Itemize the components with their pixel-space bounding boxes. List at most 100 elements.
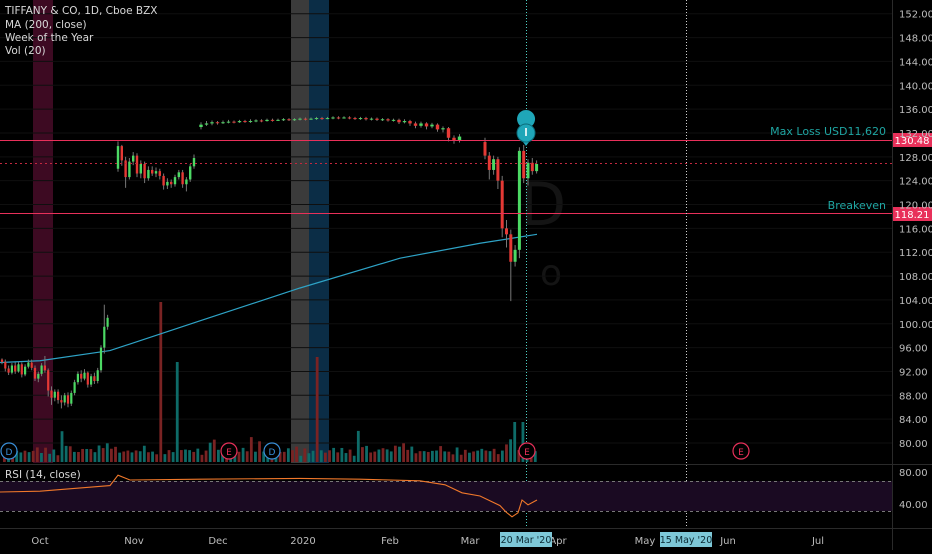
- earnings-marker[interactable]: [732, 442, 750, 460]
- ma-200-line: [0, 233, 538, 364]
- volume-bar: [385, 449, 389, 462]
- date-badge-start-text: 20 Mar '20: [501, 535, 552, 546]
- volume-bar: [110, 448, 113, 462]
- price-axis[interactable]: 80.00 84.00 88.00 92.00 96.00 100.00 104.00 108…: [899, 10, 932, 450]
- candle-body: [281, 119, 286, 121]
- candle-body: [124, 160, 127, 178]
- candle-body: [24, 366, 27, 375]
- date-badge-start: [500, 532, 552, 547]
- volume-bar: [179, 450, 183, 462]
- candle-body: [336, 117, 341, 119]
- candle-body: [177, 172, 180, 178]
- volume-bar: [509, 439, 512, 462]
- candle-body: [103, 326, 106, 348]
- volume-bar: [533, 451, 537, 462]
- volume-bar: [249, 437, 253, 462]
- candle-body: [96, 370, 99, 381]
- candle-body: [43, 365, 46, 371]
- candle-body: [199, 124, 203, 128]
- volume-bar: [31, 450, 35, 462]
- candle-body: [143, 163, 146, 179]
- candle-body: [347, 117, 352, 119]
- max-loss-label: Max Loss USD11,620: [770, 125, 886, 138]
- candle-body: [221, 122, 225, 124]
- price-tick-label: 120.00: [899, 201, 932, 212]
- volume-bar: [517, 450, 521, 462]
- candle-body: [185, 179, 188, 185]
- event-letter: D: [6, 448, 13, 458]
- rsi-tick-label: 40.00: [899, 500, 928, 511]
- volume-bar: [35, 447, 39, 462]
- volume-bar: [85, 448, 89, 462]
- volume-bar: [147, 452, 150, 462]
- candle-body: [189, 166, 192, 180]
- candle-body: [259, 120, 264, 122]
- volume-bar: [344, 453, 348, 462]
- rsi-axis[interactable]: 40.00 80.00: [899, 468, 928, 511]
- earnings-marker[interactable]: [518, 442, 536, 460]
- volume-bar: [393, 445, 397, 462]
- volume-bar: [488, 451, 492, 462]
- volume-bar: [418, 451, 422, 462]
- volume-bar: [451, 454, 455, 462]
- candle-body: [83, 372, 86, 379]
- week-band-blue: [309, 0, 329, 463]
- volume-bar: [217, 449, 220, 462]
- ma-line: [0, 233, 538, 364]
- volume-bar: [426, 451, 430, 462]
- event-letter: D: [269, 448, 276, 458]
- alert-pin-icon[interactable]: [516, 110, 536, 146]
- candle-body: [298, 118, 302, 120]
- volume-bar: [212, 439, 216, 462]
- volume-bar: [307, 453, 311, 462]
- watermark-o: o: [540, 253, 562, 294]
- candle-body: [325, 118, 330, 120]
- dividend-marker[interactable]: [263, 442, 281, 460]
- candle-body: [76, 373, 79, 383]
- earnings-marker[interactable]: [220, 442, 238, 460]
- volume-bar: [97, 445, 101, 462]
- candle-body: [270, 119, 275, 121]
- candles[interactable]: [0, 116, 539, 409]
- price-tick-label: 96.00: [899, 344, 928, 355]
- volume-bar: [200, 454, 204, 462]
- volume-bar: [175, 362, 179, 462]
- volume-bar: [138, 451, 142, 462]
- candle-body: [408, 121, 412, 124]
- volume-bar: [155, 454, 159, 462]
- volume-bar: [15, 450, 19, 462]
- volume-bar: [361, 447, 364, 462]
- candle-body: [162, 175, 165, 186]
- volume-bar: [258, 441, 261, 462]
- date-badge-end-text: 15 May '20: [660, 535, 712, 546]
- volume-bar: [356, 430, 360, 462]
- dividend-marker[interactable]: [0, 442, 18, 460]
- week-band-maroon: [33, 0, 53, 463]
- candle-body: [509, 234, 513, 262]
- time-axis[interactable]: Oct Nov Dec 2020 Feb Mar Apr May Jun Jul: [31, 536, 824, 547]
- volume-bar: [171, 452, 175, 462]
- candle-body: [402, 121, 407, 123]
- volume-bar: [134, 450, 138, 462]
- week-band-gray: [291, 0, 309, 463]
- volume-bar: [27, 452, 31, 462]
- candle-body: [170, 181, 173, 185]
- rsi-band: [0, 481, 892, 511]
- volume-bar: [414, 453, 418, 462]
- candle-body: [320, 118, 324, 120]
- volume-bar: [299, 455, 303, 462]
- price-tick-label: 148.00: [899, 34, 932, 45]
- candle-body: [496, 159, 500, 181]
- time-tick-label: Mar: [461, 536, 481, 547]
- volume-bar: [480, 448, 484, 462]
- candle-body: [430, 124, 434, 127]
- volume-bar: [68, 446, 72, 462]
- volume-bar: [348, 449, 352, 462]
- volume-bar: [114, 446, 117, 462]
- volume-bar: [496, 454, 500, 462]
- legend-title: TIFFANY & CO, 1D, Cboe BZX: [4, 5, 157, 17]
- breakeven-price-text: 118.21: [895, 210, 930, 221]
